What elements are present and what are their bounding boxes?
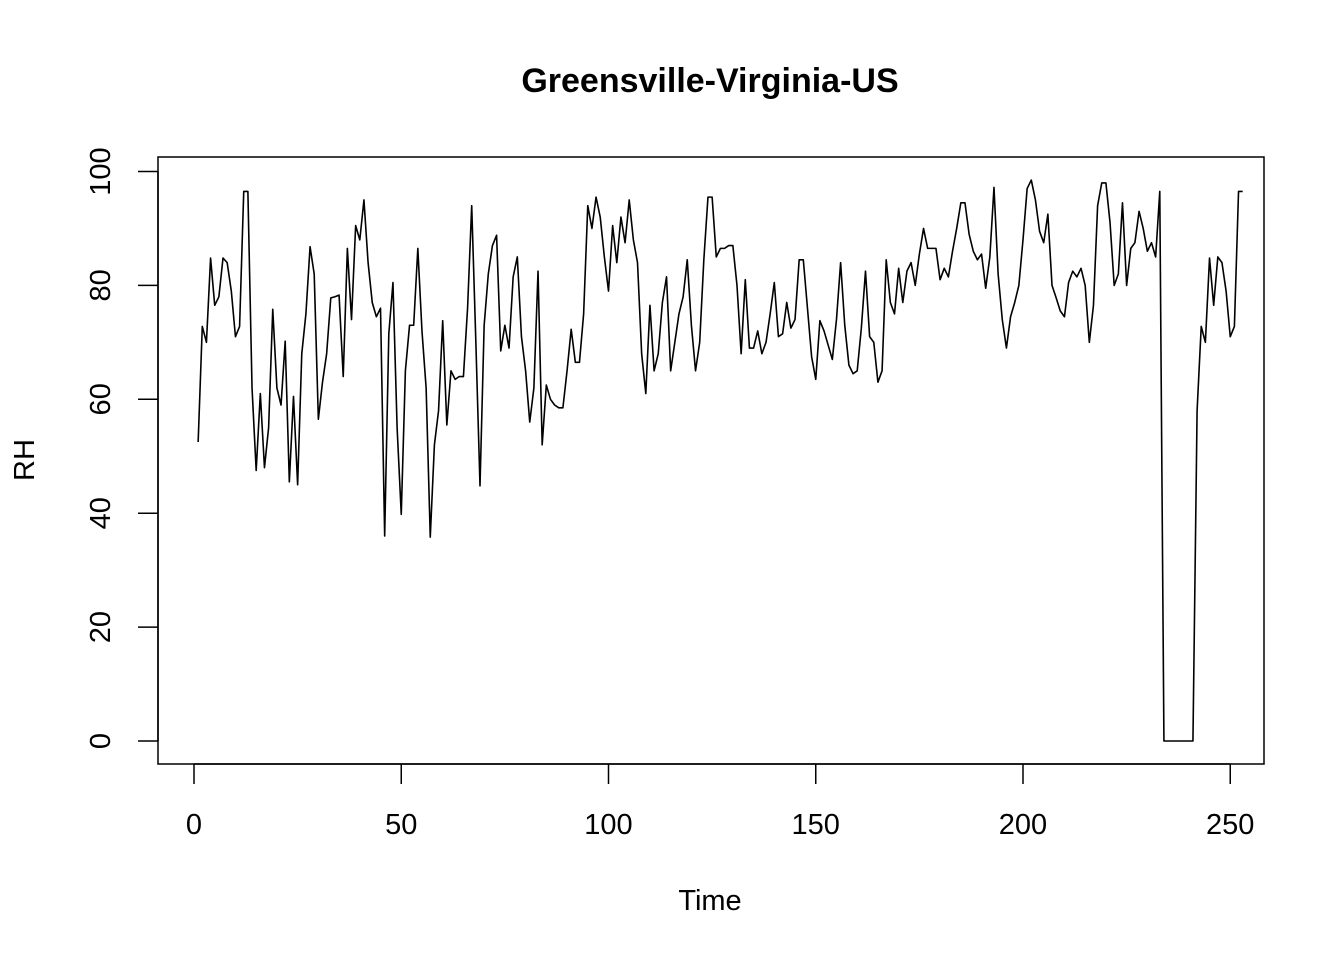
plot-frame: [157, 156, 1265, 765]
y-tick-label: 40: [85, 497, 117, 529]
x-tick-label: 50: [385, 809, 417, 841]
y-tick-label: 100: [85, 147, 117, 195]
x-tick-label: 150: [792, 809, 840, 841]
x-axis: 0 50 100 150 200 250: [186, 763, 1254, 841]
x-tick-label: 250: [1206, 809, 1254, 841]
y-axis: 0 20 40 60 80 100: [85, 147, 159, 749]
x-tick-label: 200: [999, 809, 1047, 841]
series-line-rh: [197, 179, 1243, 742]
x-axis-label: Time: [678, 885, 741, 917]
y-tick-label: 20: [85, 611, 117, 643]
y-tick-label: 60: [85, 383, 117, 415]
y-tick-label: 80: [85, 269, 117, 301]
y-axis-label: RH: [9, 439, 41, 481]
y-tick-label: 0: [85, 733, 117, 749]
x-tick-label: 100: [584, 809, 632, 841]
x-tick-label: 0: [186, 809, 202, 841]
chart-title: Greensville-Virginia-US: [521, 62, 898, 100]
